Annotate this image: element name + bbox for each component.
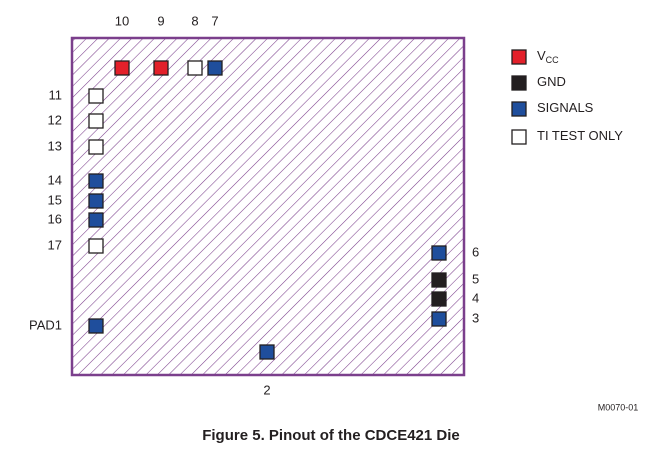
legend-text: GND (537, 74, 566, 89)
pad-label: 7 (211, 13, 218, 28)
legend-label: GND (537, 74, 566, 89)
pad (88, 113, 104, 129)
legend-swatch (511, 129, 527, 145)
pad (88, 318, 104, 334)
pad-label: 2 (263, 382, 270, 397)
legend-text: V (537, 48, 546, 63)
legend-swatch (511, 75, 527, 91)
pad-label: PAD1 (29, 317, 62, 332)
pad-label: 17 (48, 237, 62, 252)
pad-label: 11 (49, 87, 63, 102)
legend-text: TI TEST ONLY (537, 128, 623, 143)
legend-text: SIGNALS (537, 100, 594, 115)
pad (187, 60, 203, 76)
pad (88, 173, 104, 189)
legend-label: SIGNALS (537, 100, 594, 115)
pad-label: 10 (115, 13, 129, 28)
pad-label: 5 (472, 271, 479, 286)
pad (153, 60, 169, 76)
pad (431, 245, 447, 261)
legend-label: VCC (537, 48, 559, 65)
pad-label: 9 (157, 13, 164, 28)
pad-label: 13 (48, 138, 62, 153)
pad (88, 139, 104, 155)
pad-label: 16 (48, 211, 62, 226)
pad-label: 8 (191, 13, 198, 28)
legend-label: TI TEST ONLY (537, 128, 623, 143)
legend-swatch (511, 101, 527, 117)
pad-label: 4 (472, 290, 479, 305)
pad-label: 3 (472, 310, 479, 325)
caption: Figure 5. Pinout of the CDCE421 Die (202, 427, 460, 444)
pad-label: 6 (472, 244, 479, 259)
pad (207, 60, 223, 76)
pad-label: 15 (48, 192, 62, 207)
figure-code: M0070-01 (598, 402, 639, 412)
legend-subscript: CC (546, 55, 559, 65)
pad (431, 291, 447, 307)
pad (431, 272, 447, 288)
pad (88, 238, 104, 254)
pad (88, 193, 104, 209)
die-outline (70, 36, 466, 377)
pad (88, 212, 104, 228)
pad-label: 12 (48, 112, 62, 127)
pad (431, 311, 447, 327)
pad (259, 344, 275, 360)
pad (88, 88, 104, 104)
pad-label: 14 (48, 172, 62, 187)
legend-swatch (511, 49, 527, 65)
pad (114, 60, 130, 76)
